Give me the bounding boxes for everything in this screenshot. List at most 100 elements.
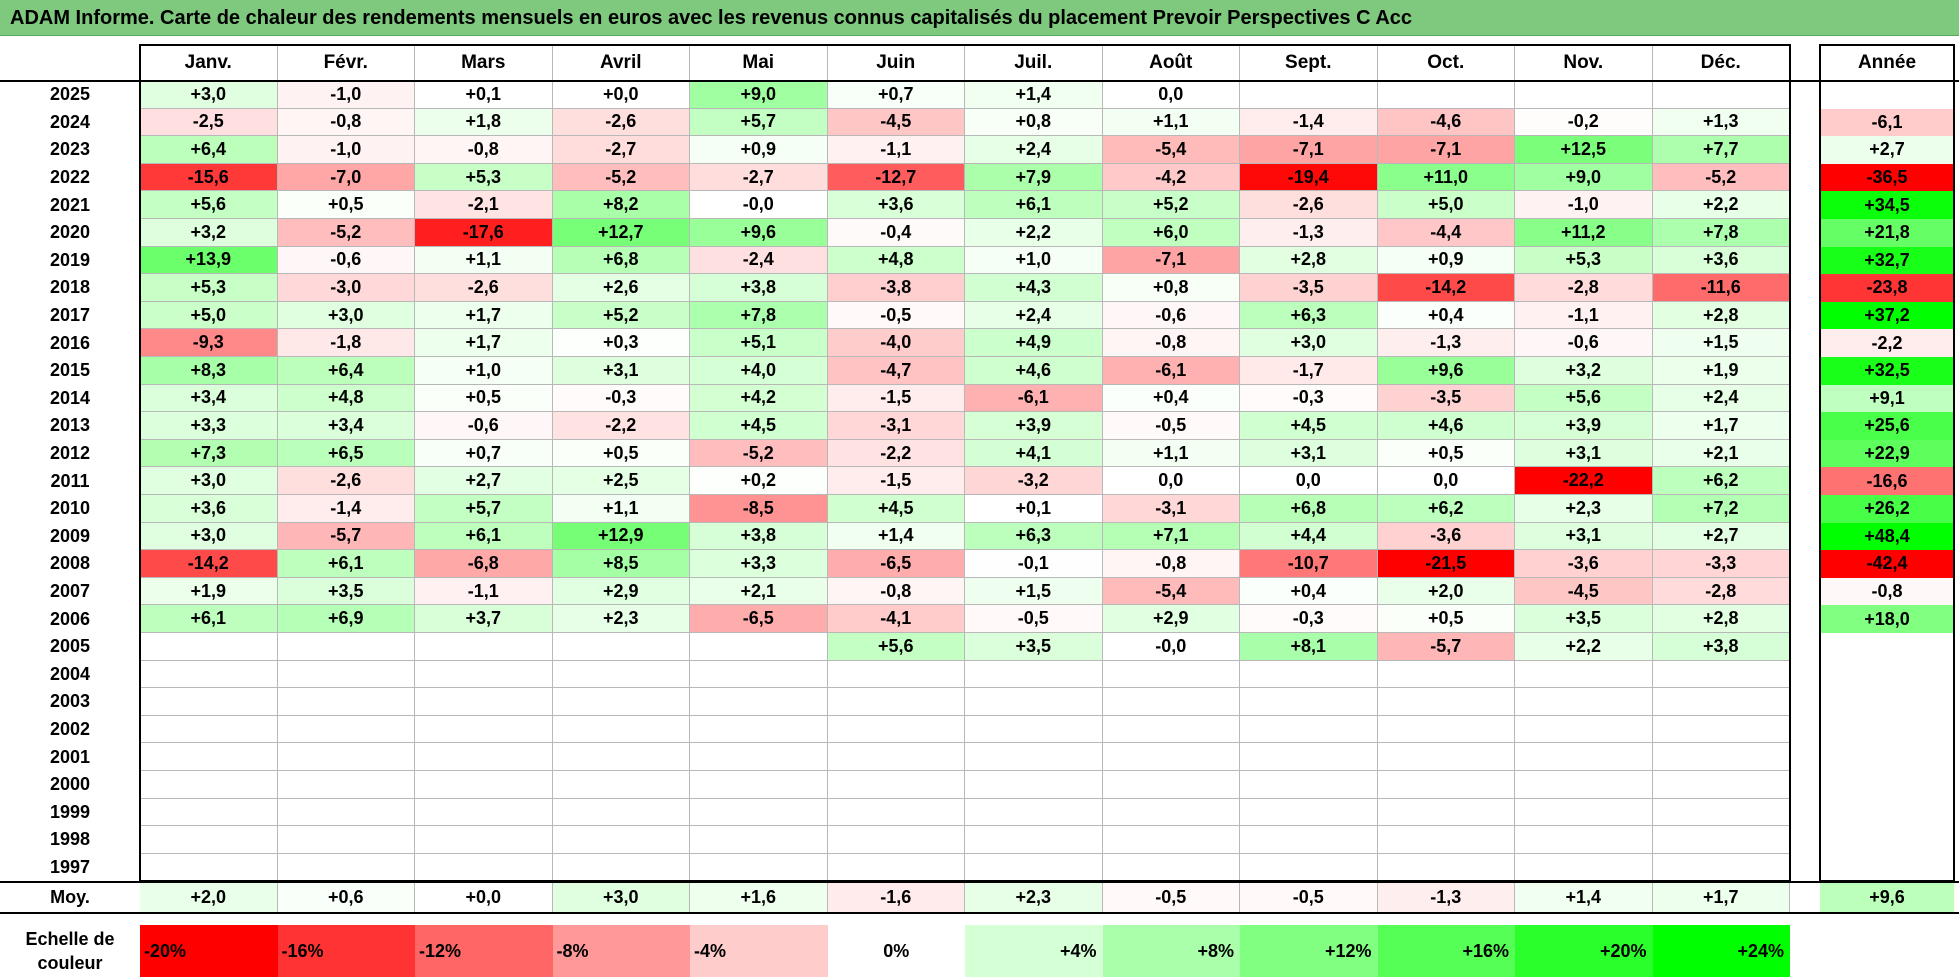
heatmap-cell: +0,0	[552, 81, 690, 109]
month-header: Mai	[690, 45, 828, 81]
heatmap-cell	[1102, 660, 1240, 689]
heatmap-cell: -1,0	[1515, 191, 1653, 219]
heatmap-cell: +1,0	[965, 246, 1103, 275]
heatmap-cell	[690, 688, 828, 716]
heatmap-cell: -1,3	[1377, 329, 1515, 357]
heatmap-cell: -2,6	[1240, 191, 1378, 219]
heatmap-cell: -5,7	[277, 522, 415, 551]
annual-cell: +37,2	[1820, 301, 1954, 330]
heatmap-cell: -3,6	[1515, 550, 1653, 578]
heatmap-cell: +0,9	[690, 136, 828, 164]
heatmap-cell	[1240, 826, 1378, 854]
heatmap-cell: +5,6	[140, 191, 278, 219]
year-label: 2004	[0, 660, 140, 689]
scale-swatch: 0%	[827, 925, 965, 977]
heatmap-cell	[690, 798, 828, 827]
month-header: Janv.	[140, 45, 278, 81]
heatmap-cell: +3,9	[1515, 412, 1653, 440]
heatmap-cell: +5,7	[690, 108, 828, 137]
heatmap-cell	[140, 798, 278, 827]
heatmap-cell: +1,9	[140, 577, 278, 606]
heatmap-cell	[552, 743, 690, 771]
year-label: 2003	[0, 688, 140, 716]
heatmap-cell: -0,8	[827, 577, 965, 606]
heatmap-cell	[1652, 660, 1790, 689]
heatmap-cell: -1,1	[415, 577, 553, 606]
heatmap-cell: -2,4	[690, 246, 828, 275]
heatmap-cell	[552, 688, 690, 716]
annual-cell	[1820, 633, 1954, 661]
month-header: Août	[1102, 45, 1240, 81]
heatmap-cell: +2,0	[1377, 577, 1515, 606]
heatmap-cell: -1,1	[827, 136, 965, 164]
heatmap-cell	[277, 826, 415, 854]
heatmap-cell: +8,2	[552, 191, 690, 219]
heatmap-cell: +6,4	[140, 136, 278, 164]
year-label: 2016	[0, 329, 140, 357]
heatmap-cell: +3,0	[140, 81, 278, 109]
heatmap-cell	[1377, 660, 1515, 689]
heatmap-cell	[1652, 688, 1790, 716]
heatmap-cell: +2,1	[1652, 439, 1790, 468]
month-header: Nov.	[1515, 45, 1653, 81]
heatmap-cell: +5,0	[140, 301, 278, 330]
heatmap-cell: +6,8	[552, 246, 690, 275]
heatmap-cell: -3,5	[1240, 274, 1378, 302]
heatmap-cell	[965, 715, 1103, 744]
annual-cell	[1820, 743, 1954, 771]
annual-cell	[1820, 715, 1954, 744]
heatmap-cell: +6,4	[277, 357, 415, 385]
heatmap-cell: +2,8	[1240, 246, 1378, 275]
heatmap-cell: +3,9	[965, 412, 1103, 440]
heatmap-cell: -0,6	[277, 246, 415, 275]
scale-swatch: -16%	[277, 925, 415, 977]
year-label: 2011	[0, 467, 140, 495]
heatmap-cell	[1515, 81, 1653, 109]
average-cell: +1,4	[1515, 882, 1653, 913]
heatmap-cell: -4,4	[1377, 219, 1515, 247]
heatmap-cell: +2,4	[965, 136, 1103, 164]
heatmap-cell	[827, 771, 965, 799]
heatmap-cell: 0,0	[1102, 81, 1240, 109]
annual-cell	[1820, 771, 1954, 799]
heatmap-cell: +6,3	[1240, 301, 1378, 330]
heatmap-cell: +4,5	[827, 495, 965, 523]
heatmap-cell	[827, 688, 965, 716]
header-rule	[0, 80, 1959, 82]
heatmap-cell: +1,5	[1652, 329, 1790, 357]
heatmap-cell: +3,3	[690, 550, 828, 578]
heatmap-cell: -1,3	[1240, 219, 1378, 247]
heatmap-cell: -6,8	[415, 550, 553, 578]
heatmap-cell	[277, 743, 415, 771]
annual-cell: +9,1	[1820, 384, 1954, 413]
heatmap-cell: +7,8	[690, 301, 828, 330]
heatmap-cell: -2,1	[415, 191, 553, 219]
month-header: Déc.	[1652, 45, 1790, 81]
heatmap-cell: +5,1	[690, 329, 828, 357]
heatmap-cell	[1377, 81, 1515, 109]
heatmap-cell: -1,7	[1240, 357, 1378, 385]
heatmap-cell: -8,5	[690, 495, 828, 523]
heatmap-cell	[827, 853, 965, 882]
heatmap-cell: -0,3	[552, 384, 690, 413]
heatmap-cell	[1102, 853, 1240, 882]
heatmap-cell: -4,5	[1515, 577, 1653, 606]
heatmap-cell	[1240, 798, 1378, 827]
average-cell: +2,0	[140, 882, 278, 913]
annual-cell: +32,7	[1820, 246, 1954, 275]
year-label: 2025	[0, 81, 140, 109]
heatmap-cell: -6,1	[965, 384, 1103, 413]
heatmap-cell: +2,8	[1652, 301, 1790, 330]
heatmap-cell: +0,9	[1377, 246, 1515, 275]
heatmap-cell: +3,8	[690, 522, 828, 551]
heatmap-cell	[1102, 771, 1240, 799]
month-header: Juil.	[965, 45, 1103, 81]
heatmap-cell	[277, 798, 415, 827]
heatmap-cell: +0,2	[690, 467, 828, 495]
heatmap-cell: -2,6	[415, 274, 553, 302]
average-cell: -1,6	[827, 882, 965, 913]
heatmap-cell	[1102, 688, 1240, 716]
heatmap-cell: +2,2	[1515, 633, 1653, 661]
color-scale-label: Echelle de couleur	[25, 929, 115, 973]
heatmap-cell: +3,1	[552, 357, 690, 385]
